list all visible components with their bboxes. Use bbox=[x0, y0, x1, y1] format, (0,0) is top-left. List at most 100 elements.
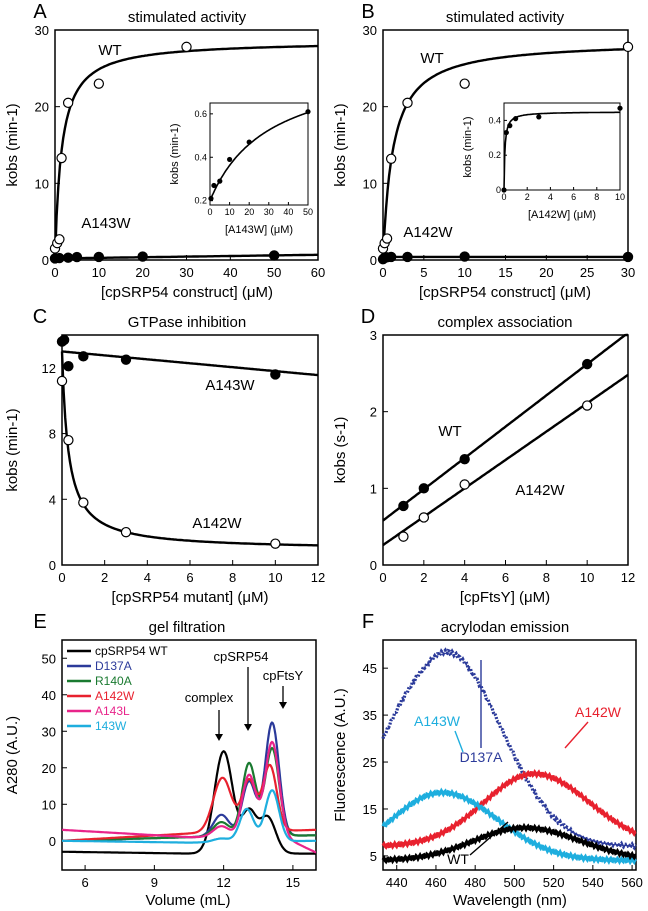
inset-y-label: kobs (min-1) bbox=[169, 123, 181, 184]
panel-letter: A bbox=[33, 1, 47, 23]
x-axis-label: [cpSRP54 construct] (μM) bbox=[101, 284, 273, 301]
y-tick-label: 10 bbox=[35, 176, 49, 191]
panel-letter: F bbox=[362, 611, 374, 633]
y-tick-label: 15 bbox=[363, 802, 377, 817]
x-tick-label: 500 bbox=[504, 875, 526, 890]
inset-data-point bbox=[617, 105, 623, 111]
plot-frame bbox=[382, 334, 629, 566]
series-annotation: A142W bbox=[403, 224, 453, 241]
inset-data-point bbox=[507, 123, 513, 129]
fit-curve bbox=[381, 48, 628, 261]
x-tick-label: 4 bbox=[461, 570, 468, 585]
y-tick-label: 0 bbox=[49, 558, 56, 573]
y-tick-label: 0 bbox=[370, 253, 377, 268]
legend-label: cpSRP54 WT bbox=[95, 644, 168, 658]
data-point bbox=[120, 526, 132, 538]
plot-frame bbox=[503, 102, 621, 191]
data-point bbox=[63, 361, 74, 372]
fit-curve bbox=[60, 351, 319, 547]
x-tick-label: 4 bbox=[548, 192, 553, 202]
y-tick-label: 30 bbox=[363, 23, 377, 38]
y-tick-label: 10 bbox=[363, 176, 377, 191]
label-leader-line bbox=[469, 821, 509, 856]
series-annotation: WT bbox=[438, 423, 461, 440]
chart-title: stimulated activity bbox=[446, 9, 565, 26]
x-tick-label: 10 bbox=[268, 570, 282, 585]
inset-x-label: [A143W] (μM) bbox=[225, 224, 293, 236]
y-axis-label: A280 (A.U.) bbox=[4, 716, 21, 794]
legend-label: R140A bbox=[95, 674, 132, 688]
x-tick-label: 9 bbox=[151, 875, 158, 890]
x-tick-label: 60 bbox=[311, 265, 325, 280]
x-tick-label: 0 bbox=[379, 265, 386, 280]
series-annotation: D137A bbox=[460, 749, 503, 765]
y-tick-label: 12 bbox=[42, 361, 56, 376]
x-tick-label: 0 bbox=[51, 265, 58, 280]
series-annotation: WT bbox=[447, 851, 469, 867]
x-tick-label: 4 bbox=[144, 570, 151, 585]
data-point bbox=[385, 153, 397, 164]
x-axis-label: [cpSRP54 construct] (μM) bbox=[419, 284, 591, 301]
x-axis-label: Wavelength (nm) bbox=[453, 892, 567, 909]
data-point bbox=[381, 233, 393, 244]
y-tick-label: 20 bbox=[35, 100, 49, 115]
inset-data-point bbox=[513, 116, 519, 122]
data-point bbox=[402, 97, 413, 109]
series-annotation: A143W bbox=[81, 215, 131, 232]
data-point bbox=[459, 479, 470, 490]
x-tick-label: 10 bbox=[92, 265, 106, 280]
x-axis-label: [cpFtsY] (μM) bbox=[460, 589, 550, 606]
legend-label: 143W bbox=[95, 719, 127, 733]
data-point bbox=[137, 251, 148, 262]
x-tick-label: 10 bbox=[457, 265, 471, 280]
annotation-arrow-head bbox=[215, 734, 223, 741]
x-tick-label: 460 bbox=[425, 875, 447, 890]
y-axis-label: kobs (min-1) bbox=[4, 408, 21, 491]
x-tick-label: 15 bbox=[498, 265, 512, 280]
x-tick-label: 2 bbox=[420, 570, 427, 585]
data-point bbox=[418, 512, 430, 523]
chart-title: acrylodan emission bbox=[441, 619, 569, 636]
annotation-arrow-head bbox=[279, 702, 287, 709]
x-tick-label: 15 bbox=[286, 875, 300, 890]
peak-annotation: cpFtsY bbox=[263, 668, 304, 683]
x-tick-label: 8 bbox=[594, 192, 599, 202]
x-tick-label: 30 bbox=[621, 265, 635, 280]
x-tick-label: 6 bbox=[502, 570, 509, 585]
y-tick-label: 0 bbox=[49, 834, 56, 849]
spectrum-line bbox=[381, 822, 637, 865]
peak-annotation: cpSRP54 bbox=[214, 649, 269, 664]
series-annotation: A143W bbox=[414, 713, 461, 729]
x-tick-label: 50 bbox=[303, 207, 313, 217]
label-leader-line bbox=[454, 730, 464, 753]
y-tick-label: 0.6 bbox=[194, 109, 207, 119]
x-tick-label: 0 bbox=[207, 207, 212, 217]
data-point bbox=[56, 375, 68, 387]
data-point bbox=[63, 434, 74, 446]
inset-x-label: [A142W] (μM) bbox=[528, 209, 596, 221]
inset-data-point bbox=[208, 195, 214, 202]
data-point bbox=[459, 78, 470, 89]
x-tick-label: 2 bbox=[525, 192, 530, 202]
chart-title: gel filtration bbox=[149, 619, 226, 636]
data-point bbox=[120, 354, 132, 365]
x-tick-label: 6 bbox=[571, 192, 576, 202]
panel-letter: D bbox=[361, 306, 375, 328]
x-axis-label: Volume (mL) bbox=[145, 892, 230, 909]
label-leader-line bbox=[564, 721, 589, 749]
plot-frame bbox=[382, 639, 637, 871]
y-tick-label: 0.2 bbox=[194, 196, 207, 206]
y-tick-label: 0 bbox=[370, 558, 377, 573]
y-tick-label: 8 bbox=[49, 427, 56, 442]
x-tick-label: 0 bbox=[379, 570, 386, 585]
x-tick-label: 12 bbox=[621, 570, 635, 585]
inset: 0 2 4 6 8 10 0 0.2 0.4 [A142W] (μM) kobs (min-1) bbox=[462, 102, 625, 221]
data-point bbox=[93, 78, 105, 89]
inset-fit-curve bbox=[209, 111, 309, 201]
inset-data-point bbox=[305, 109, 311, 115]
data-point bbox=[270, 369, 281, 380]
